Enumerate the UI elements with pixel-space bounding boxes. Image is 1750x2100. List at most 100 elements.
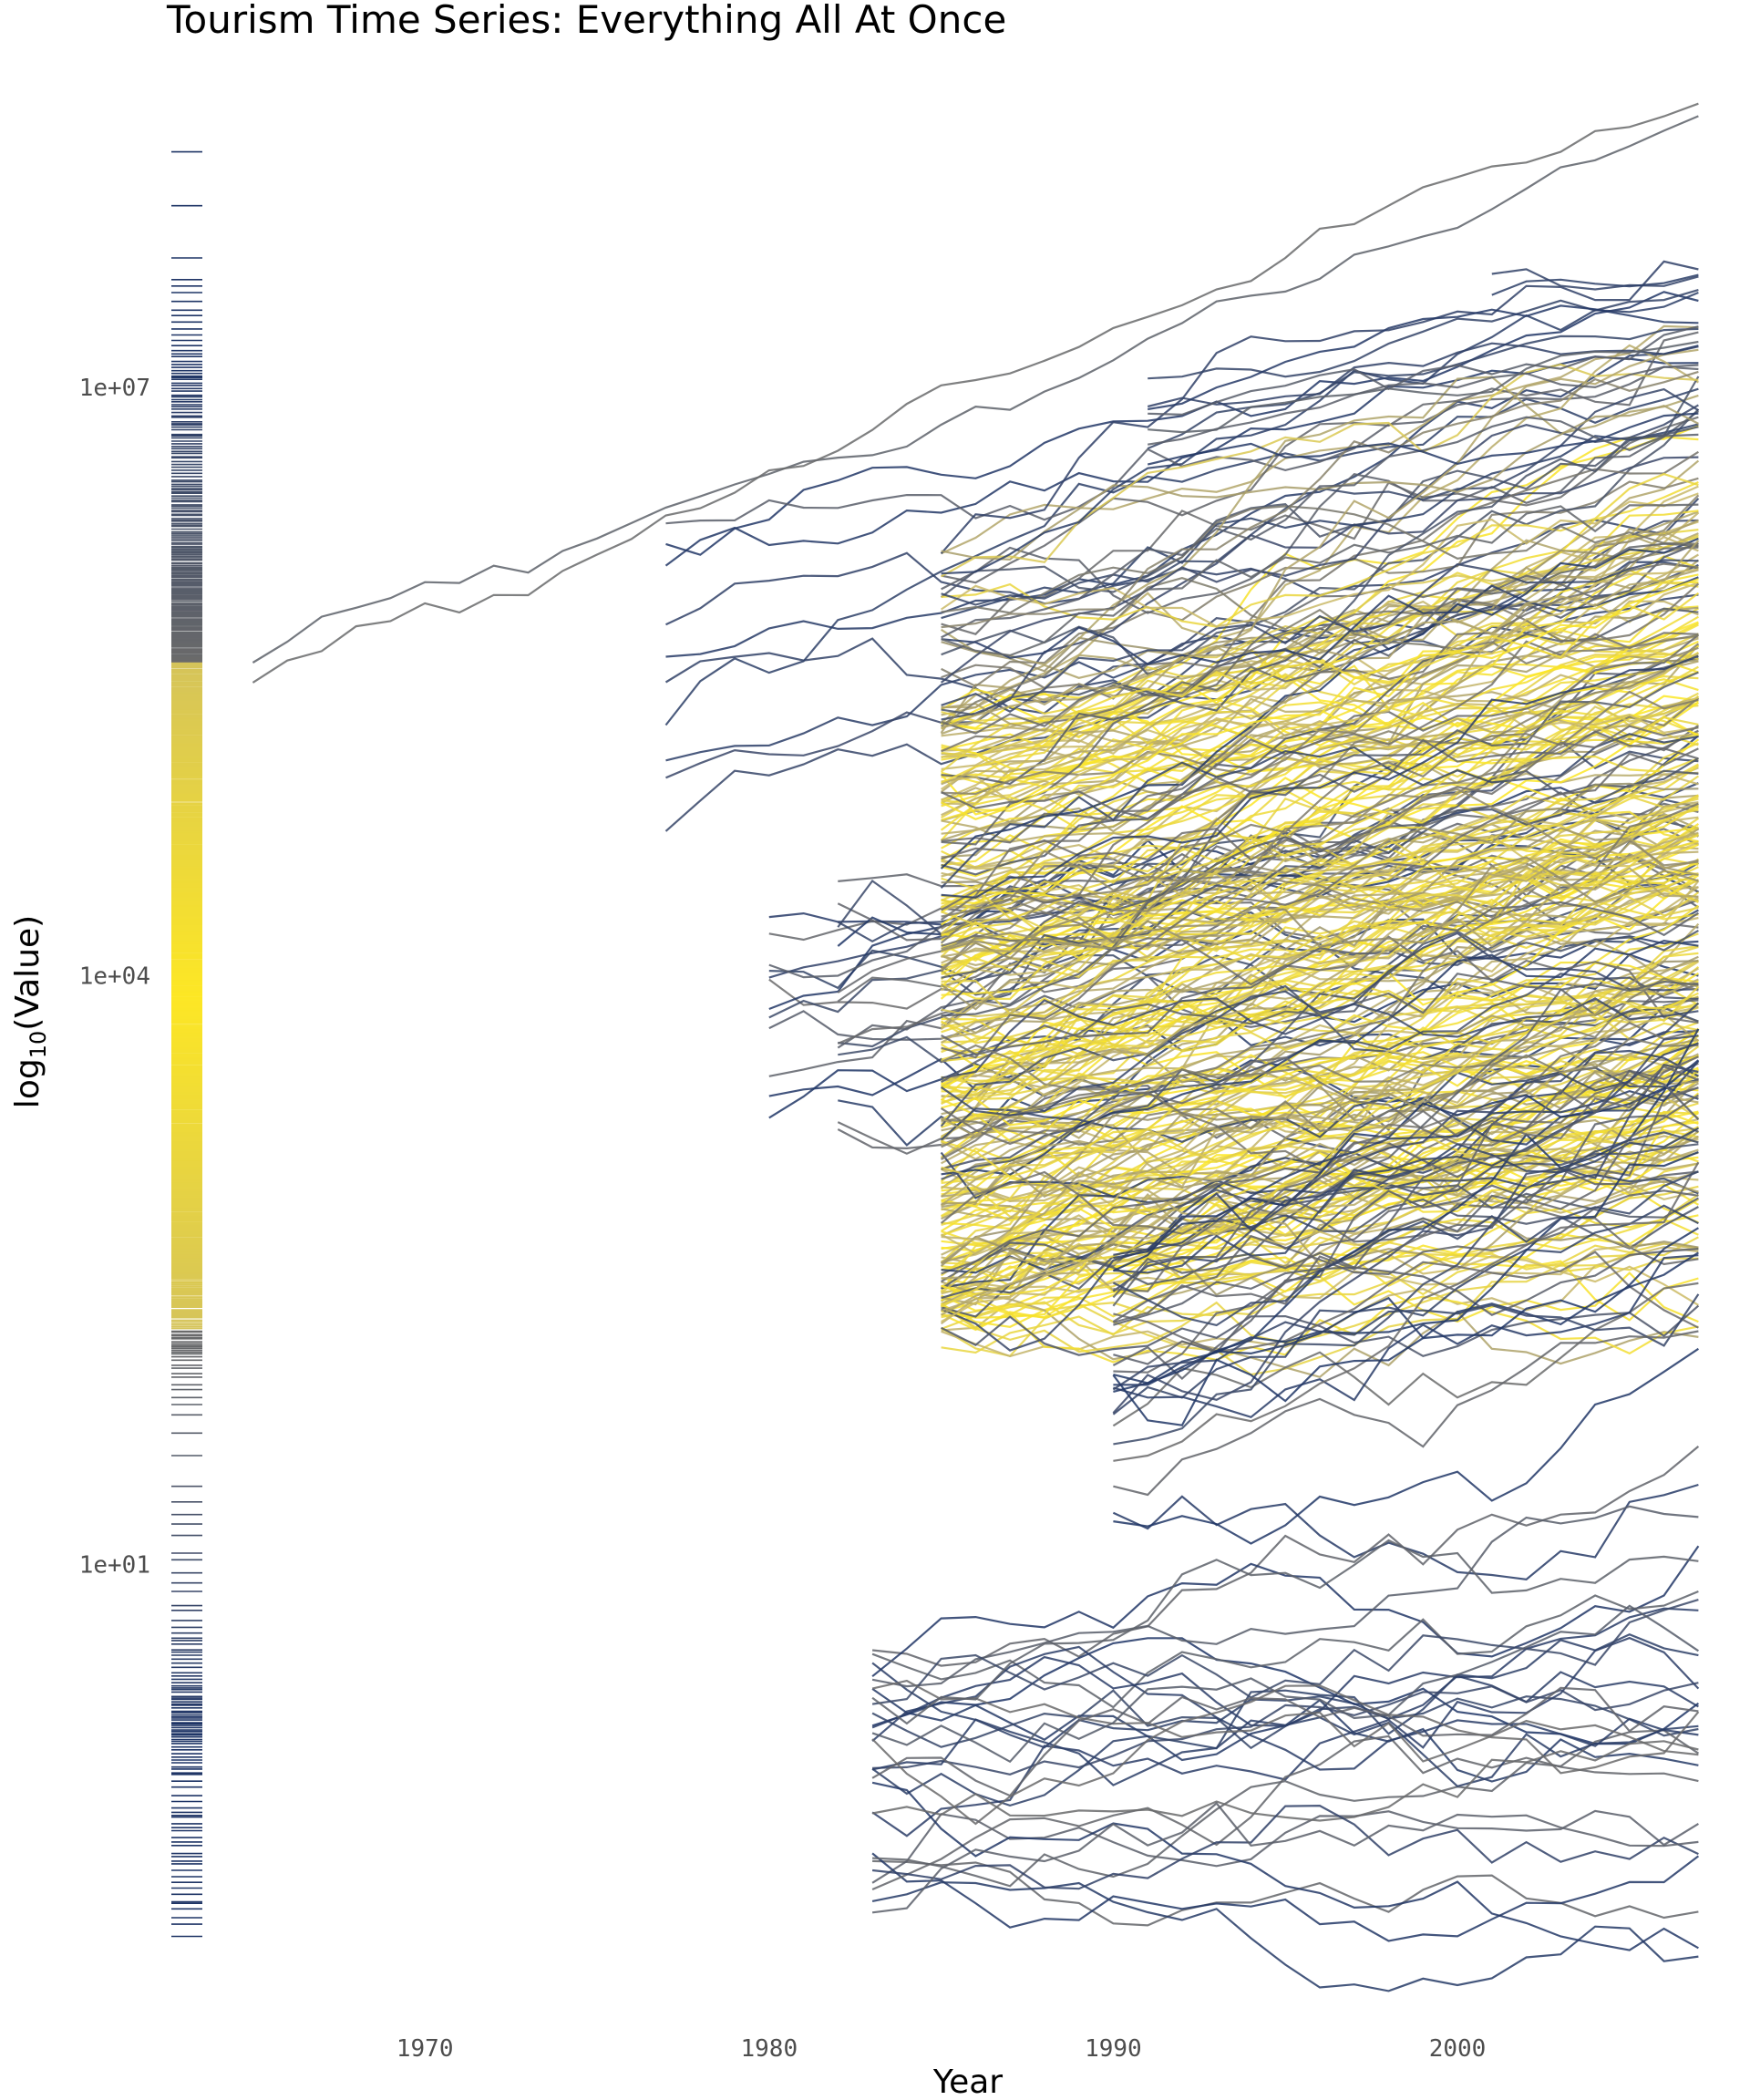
series-line-425 — [871, 1684, 1700, 1826]
series-line-204 — [941, 816, 1699, 1138]
series-line-135 — [941, 932, 1699, 1090]
series-line-345 — [941, 363, 1699, 578]
series-line-340 — [941, 782, 1699, 951]
series-line-364 — [1112, 1282, 1699, 1427]
series-line-229 — [941, 1110, 1699, 1319]
rug-plot — [171, 150, 202, 1938]
series-line-391 — [1148, 304, 1699, 411]
series-line-211 — [940, 803, 1699, 1102]
series-line-273 — [941, 408, 1700, 676]
series-line-329 — [941, 387, 1699, 606]
series-line-375 — [1113, 1254, 1699, 1419]
series-line-344 — [941, 725, 1699, 861]
series-line-219 — [941, 555, 1699, 821]
series-line-208 — [940, 822, 1700, 988]
series-line-324 — [941, 985, 1700, 1308]
y-tick-label: 1e+04 — [79, 963, 150, 991]
series-line-409 — [871, 1852, 1700, 1942]
series-line-1 — [252, 102, 1699, 684]
series-line-316 — [941, 505, 1699, 614]
series-line-286 — [941, 423, 1699, 620]
series-line-367 — [1113, 1127, 1699, 1274]
series-line-280 — [941, 519, 1699, 732]
series-line-226 — [940, 880, 1700, 1030]
series-line-317 — [941, 901, 1699, 1084]
series-line-278 — [941, 1284, 1699, 1364]
series-line-73 — [940, 344, 1699, 724]
series-line-45 — [941, 701, 1699, 890]
y-axis-title-base: log — [9, 1058, 46, 1108]
series-line-395 — [1148, 364, 1699, 446]
series-line-176 — [941, 773, 1699, 935]
series-line-385 — [1112, 1170, 1699, 1327]
series-line-382 — [1113, 1094, 1700, 1324]
series-line-320 — [941, 376, 1700, 716]
series-line-283 — [941, 632, 1699, 911]
y-axis-ticks: 1e+01 1e+04 1e+07 — [79, 375, 150, 1580]
series-line-235 — [940, 1102, 1699, 1277]
series-line-266 — [941, 1006, 1699, 1248]
series-line-288 — [941, 973, 1699, 1056]
series-line-407 — [871, 1505, 1699, 1688]
series-line-373 — [1112, 1248, 1699, 1316]
series-line-293 — [941, 769, 1699, 979]
series-line-319 — [940, 646, 1699, 970]
series-line-187 — [941, 623, 1699, 841]
series-line-179 — [941, 945, 1699, 1171]
series-line-387 — [1112, 1227, 1699, 1426]
series-line-279 — [941, 831, 1699, 1045]
series-line-390 — [1147, 327, 1699, 450]
y-axis-title-rest: (Value) — [9, 915, 46, 1031]
series-line-297 — [941, 934, 1699, 1024]
series-line-304 — [941, 932, 1699, 1079]
series-line-321 — [941, 977, 1699, 1091]
series-line-389 — [1148, 289, 1699, 380]
series-line-261 — [941, 1173, 1699, 1290]
series-line-352 — [941, 348, 1699, 730]
series-line-236 — [941, 909, 1699, 1129]
series-line-7 — [665, 291, 1699, 556]
series-line-335 — [941, 592, 1700, 784]
series-line-220 — [941, 480, 1699, 788]
series-line-402 — [871, 1662, 1699, 1749]
series-line-378 — [1113, 1347, 1700, 1545]
series-line-307 — [941, 671, 1699, 1017]
series-line-400 — [871, 1446, 1700, 1667]
series-line-343 — [940, 1081, 1699, 1235]
series-line-354 — [941, 747, 1699, 1059]
series-line-136 — [941, 866, 1699, 1044]
series-line-310 — [940, 260, 1699, 555]
series-line-336 — [941, 503, 1699, 657]
series-line-332 — [940, 562, 1699, 921]
series-line-0 — [252, 115, 1699, 664]
series-line-313 — [940, 492, 1699, 628]
series-line-347 — [941, 654, 1699, 899]
series-line-255 — [941, 582, 1700, 700]
series-line-356 — [940, 990, 1699, 1117]
series-line-238 — [941, 853, 1699, 930]
series-line-301 — [941, 696, 1699, 1018]
series-line-379 — [1113, 1065, 1699, 1374]
series-line-194 — [941, 559, 1700, 728]
series-line-381 — [1113, 1161, 1700, 1462]
series-line-191 — [941, 738, 1700, 913]
series-line-413 — [871, 1599, 1699, 1705]
series-line-198 — [941, 1281, 1699, 1379]
series-line-246 — [940, 696, 1700, 944]
series-line-263 — [941, 410, 1700, 614]
series-line-262 — [941, 929, 1699, 1180]
series-line-292 — [940, 577, 1699, 727]
x-axis-title: Year — [932, 2064, 1003, 2100]
series-line-406 — [871, 1590, 1699, 1709]
x-tick-label: 1990 — [1085, 2035, 1142, 2063]
series-line-386 — [1113, 1069, 1700, 1326]
series-line-294 — [941, 1068, 1700, 1296]
series-line-216 — [941, 678, 1699, 775]
series-line-138 — [941, 606, 1699, 824]
series-line-2 — [665, 561, 1699, 762]
series-line-420 — [871, 1679, 1699, 1763]
series-line-399 — [872, 1859, 1699, 1927]
series-line-295 — [941, 450, 1699, 753]
series-line-325 — [940, 733, 1699, 890]
